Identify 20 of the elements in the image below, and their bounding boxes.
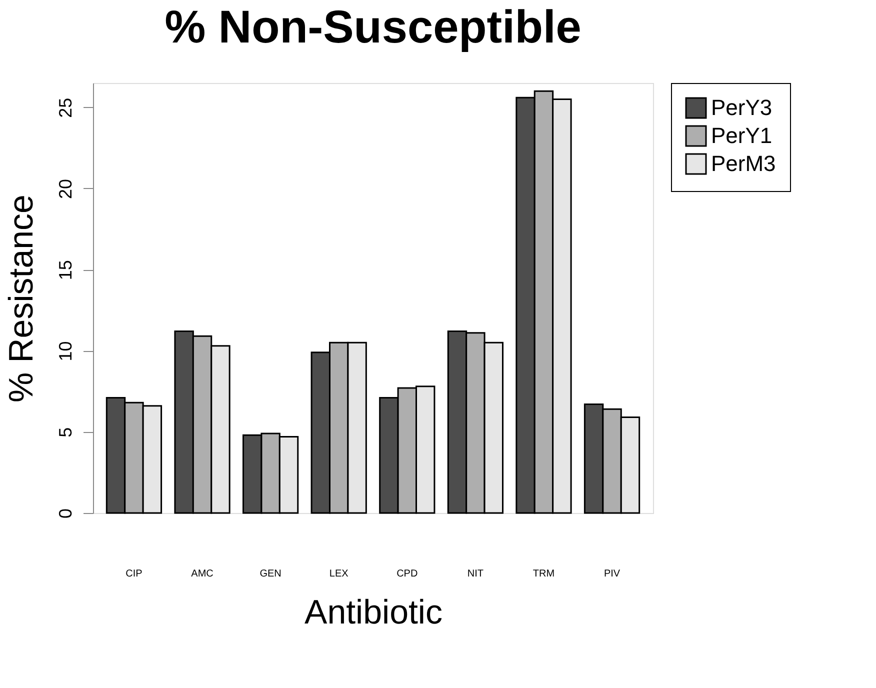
x-axis-title: Antibiotic [304,594,442,632]
x-tick-label: TRM [532,568,555,580]
x-tick-label: CIP [126,568,143,580]
y-tick-label: 5 [56,427,76,438]
x-tick-label: CPD [396,568,418,580]
x-tick-label: LEX [329,568,349,580]
x-tick-label: NIT [467,568,484,580]
legend-label: PerY1 [711,123,772,148]
x-tick-label: PIV [604,568,620,580]
x-tick-label: AMC [191,568,214,580]
y-tick-label: 15 [56,260,76,280]
legend-label: PerM3 [711,151,776,176]
y-tick-label: 25 [56,98,76,118]
y-axis-title: % Resistance [2,194,40,402]
x-tick-label: GEN [260,568,282,580]
y-tick-label: 10 [56,341,76,362]
chart-title: % Non-Susceptible [164,0,582,52]
y-tick-label: 0 [56,508,76,519]
legend-label: PerY3 [711,95,772,120]
y-tick-label: 20 [56,178,76,199]
